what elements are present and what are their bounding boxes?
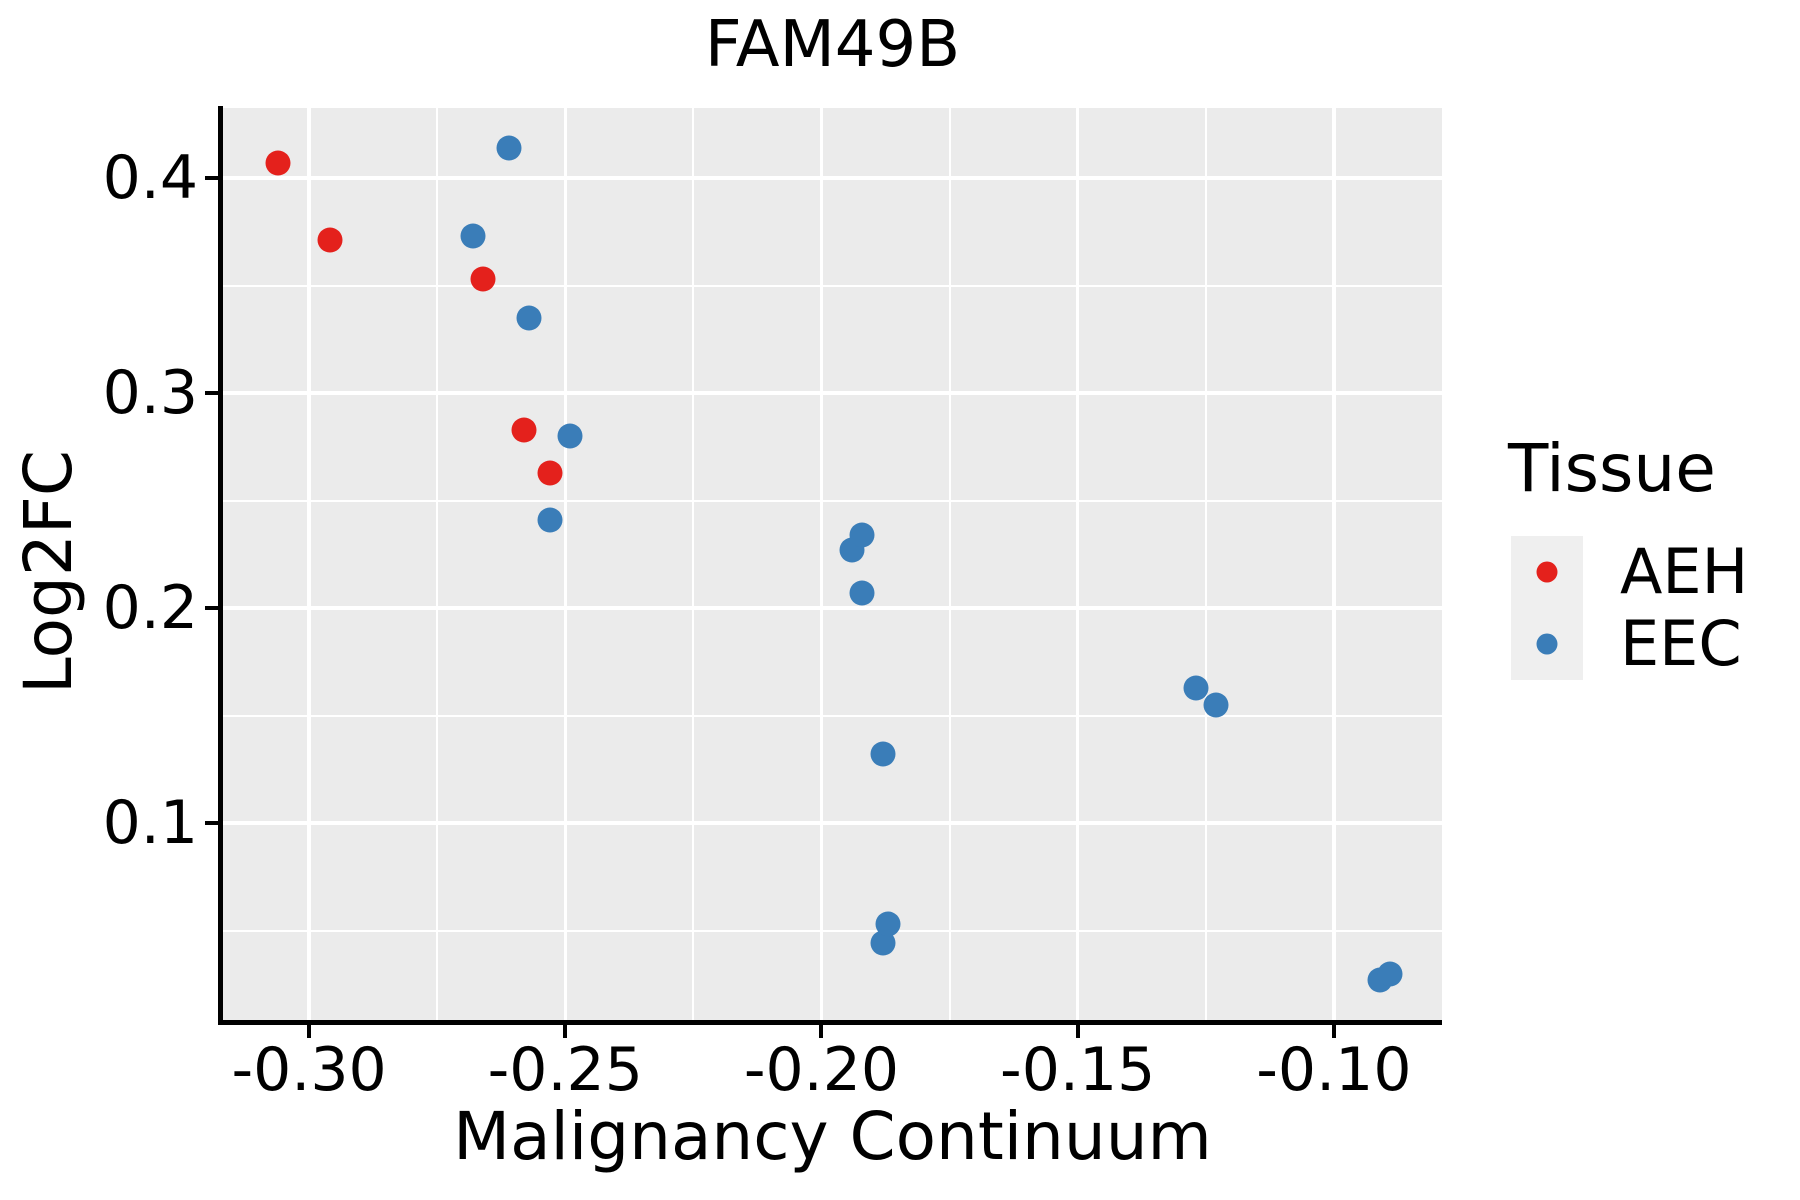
x-minor-gridline — [1204, 108, 1207, 1020]
legend-entries: AEH EEC — [1490, 536, 1790, 680]
legend-key-box — [1511, 536, 1583, 608]
x-axis-spine — [218, 1020, 1442, 1025]
data-point-eec — [849, 522, 875, 548]
data-point-eec — [870, 741, 896, 767]
y-tick-label: 0.4 — [102, 143, 198, 214]
y-major-gridline — [223, 606, 1442, 610]
y-axis-spine — [218, 106, 223, 1025]
y-tick-label: 0.3 — [102, 358, 198, 429]
x-major-gridline — [1075, 108, 1080, 1020]
legend-label-aeh: AEH — [1620, 535, 1749, 608]
legend-row-eec: EEC — [1490, 608, 1790, 680]
legend: Tissue AEH EEC — [1490, 436, 1790, 680]
x-minor-gridline — [436, 108, 439, 1020]
x-tick-label: -0.15 — [1000, 1035, 1156, 1105]
x-tick-mark — [307, 1025, 312, 1038]
y-minor-gridline — [223, 499, 1442, 502]
data-point-eec — [516, 305, 542, 331]
x-minor-gridline — [948, 108, 951, 1020]
data-point-eec — [496, 135, 522, 161]
data-point-eec — [849, 580, 875, 606]
data-point-aeh — [537, 460, 563, 486]
y-tick-mark — [205, 391, 218, 396]
data-point-aeh — [317, 227, 343, 253]
y-tick-mark — [205, 821, 218, 826]
data-point-eec — [875, 911, 901, 937]
chart-title: FAM49B — [704, 8, 961, 82]
x-major-gridline — [819, 108, 824, 1020]
plot-panel — [223, 108, 1442, 1020]
y-minor-gridline — [223, 929, 1442, 932]
legend-row-aeh: AEH — [1490, 536, 1790, 608]
x-minor-gridline — [692, 108, 695, 1020]
y-tick-label: 0.2 — [102, 573, 198, 644]
x-tick-mark — [1331, 1025, 1336, 1038]
data-point-eec — [460, 223, 486, 249]
y-major-gridline — [223, 391, 1442, 395]
x-major-gridline — [563, 108, 568, 1020]
y-tick-mark — [205, 176, 218, 181]
x-tick-label: -0.10 — [1256, 1035, 1412, 1105]
legend-title: Tissue — [1508, 430, 1716, 507]
data-point-eec — [537, 507, 563, 533]
data-point-aeh — [470, 266, 496, 292]
x-major-gridline — [1332, 108, 1336, 1020]
y-minor-gridline — [223, 284, 1442, 287]
x-tick-label: -0.25 — [487, 1035, 643, 1105]
x-tick-mark — [563, 1025, 568, 1038]
y-tick-label: 0.1 — [102, 788, 198, 859]
y-tick-mark — [205, 606, 218, 611]
legend-label-eec: EEC — [1620, 607, 1742, 680]
legend-dot-aeh — [1536, 561, 1558, 583]
x-axis-label: Malignancy Continuum — [453, 1098, 1212, 1175]
x-tick-mark — [819, 1025, 824, 1038]
x-major-gridline — [307, 108, 311, 1020]
data-point-eec — [557, 423, 583, 449]
y-minor-gridline — [223, 714, 1442, 717]
data-point-eec — [1377, 961, 1403, 987]
y-axis-label: Log2FC — [10, 450, 87, 694]
y-major-gridline — [223, 176, 1442, 180]
x-tick-mark — [1075, 1025, 1080, 1038]
legend-dot-eec — [1536, 633, 1558, 655]
x-tick-label: -0.30 — [231, 1035, 387, 1105]
data-point-aeh — [265, 150, 291, 176]
data-point-eec — [1203, 692, 1229, 718]
y-major-gridline — [223, 821, 1442, 825]
data-point-aeh — [511, 417, 537, 443]
data-point-eec — [1183, 675, 1209, 701]
legend-key-box — [1511, 608, 1583, 680]
x-tick-label: -0.20 — [743, 1035, 900, 1105]
